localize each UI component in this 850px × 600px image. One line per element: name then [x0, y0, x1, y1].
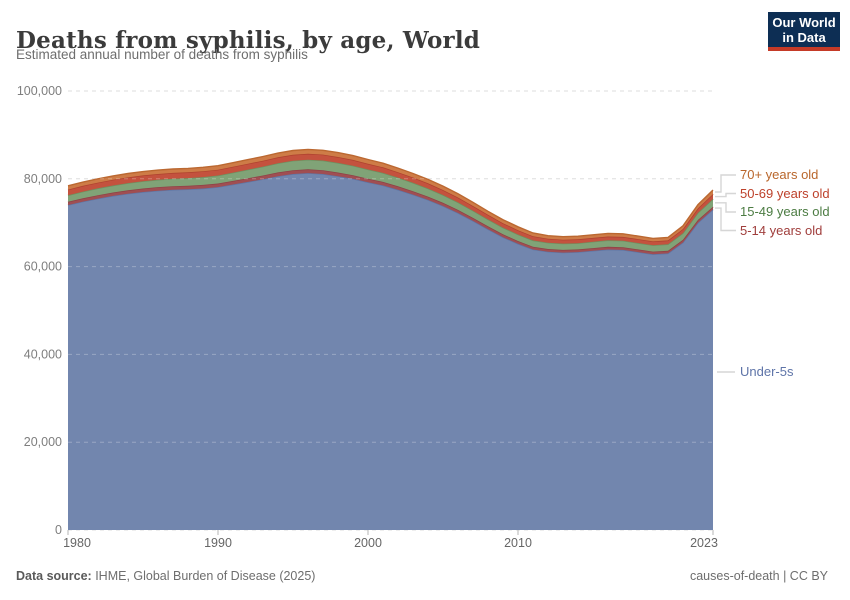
area-50-69[interactable]	[68, 153, 713, 246]
x-axis-tick-label: 1980	[63, 536, 91, 550]
owid-logo-line1: Our World	[772, 14, 836, 30]
chart-subtitle: Estimated annual number of deaths from s…	[16, 47, 308, 62]
area-line-70-plus	[67, 148, 714, 240]
y-axis-tick-label: 80,000	[24, 172, 62, 186]
x-axis-tick-label: 2000	[354, 536, 382, 550]
connector-5-14	[715, 207, 736, 232]
legend-label-5-14[interactable]: 5-14 years old	[740, 222, 823, 238]
data-source-prefix: Data source:	[16, 569, 92, 583]
legend-label-15-49[interactable]: 15-49 years old	[740, 204, 830, 219]
page-title: Deaths from syphilis, by age, World	[16, 27, 481, 55]
y-axis-tick-label: 100,000	[17, 84, 62, 98]
legend-label-50-69[interactable]: 50-69 years old	[740, 185, 830, 201]
area-15-49[interactable]	[68, 159, 713, 252]
connector-15-49	[715, 202, 736, 213]
x-axis-tick-label: 2010	[504, 536, 532, 550]
y-axis-tick-label: 0	[55, 523, 62, 537]
y-axis-tick-label: 20,000	[24, 435, 62, 449]
area-under-5s[interactable]	[68, 173, 713, 530]
x-axis-tick-label: 2023	[690, 536, 718, 550]
data-source-text[interactable]: IHME, Global Burden of Disease (2025)	[91, 569, 316, 583]
connector-70plus	[715, 174, 736, 193]
area-bands	[67, 148, 714, 530]
owid-logo[interactable]: Our World in Data	[768, 12, 840, 51]
chart-footer: Data source: IHME, Global Burden of Dise…	[16, 569, 828, 583]
area-5-14[interactable]	[68, 169, 713, 255]
legend-label-under5s[interactable]: Under-5s	[740, 364, 794, 379]
x-axis: 1980 1990 2000 2010 2023	[63, 530, 718, 550]
data-source[interactable]: Data source: IHME, Global Burden of Dise…	[16, 569, 315, 583]
x-axis-tick-label: 1990	[204, 536, 232, 550]
legend-label-70plus[interactable]: 70+ years old	[740, 167, 819, 182]
license-note[interactable]: causes-of-death | CC BY	[689, 569, 828, 583]
y-axis-tick-label: 60,000	[24, 260, 62, 274]
y-axis-tick-label: 40,000	[24, 347, 62, 361]
connector-50-69	[715, 192, 736, 198]
owid-logo-line2: in Data	[782, 29, 826, 45]
legend-connectors	[715, 174, 736, 373]
area-70-plus[interactable]	[68, 149, 713, 242]
